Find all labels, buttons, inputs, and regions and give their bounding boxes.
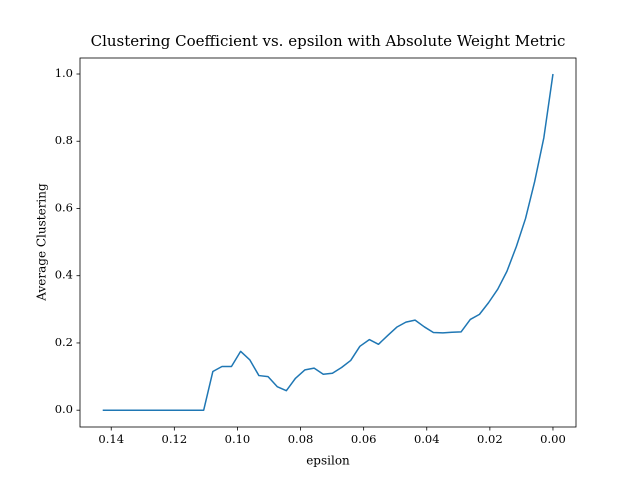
x-tick-label: 0.06 [351, 432, 377, 446]
y-tick-label: 1.0 [55, 66, 73, 80]
y-tick-label: 0.2 [55, 335, 73, 349]
axes-frame [79, 57, 577, 428]
x-tick-label: 0.00 [540, 432, 566, 446]
line-series [102, 73, 554, 411]
x-tick-label: 0.12 [162, 432, 188, 446]
x-axis-label: epsilon [306, 454, 350, 468]
x-tick-label: 0.08 [288, 432, 314, 446]
chart-title: Clustering Coefficient vs. epsilon with … [91, 32, 566, 50]
x-tick-label: 0.14 [98, 432, 124, 446]
y-axis-label: Average Clustering [35, 183, 49, 302]
y-tick-label: 0.8 [55, 133, 73, 147]
x-tick-label: 0.10 [225, 432, 251, 446]
y-tick-label: 0.4 [55, 268, 73, 282]
x-tick-label: 0.04 [414, 432, 440, 446]
y-tick-label: 0.0 [55, 402, 73, 416]
x-tick-label: 0.02 [477, 432, 503, 446]
y-tick-label: 0.6 [55, 200, 73, 214]
